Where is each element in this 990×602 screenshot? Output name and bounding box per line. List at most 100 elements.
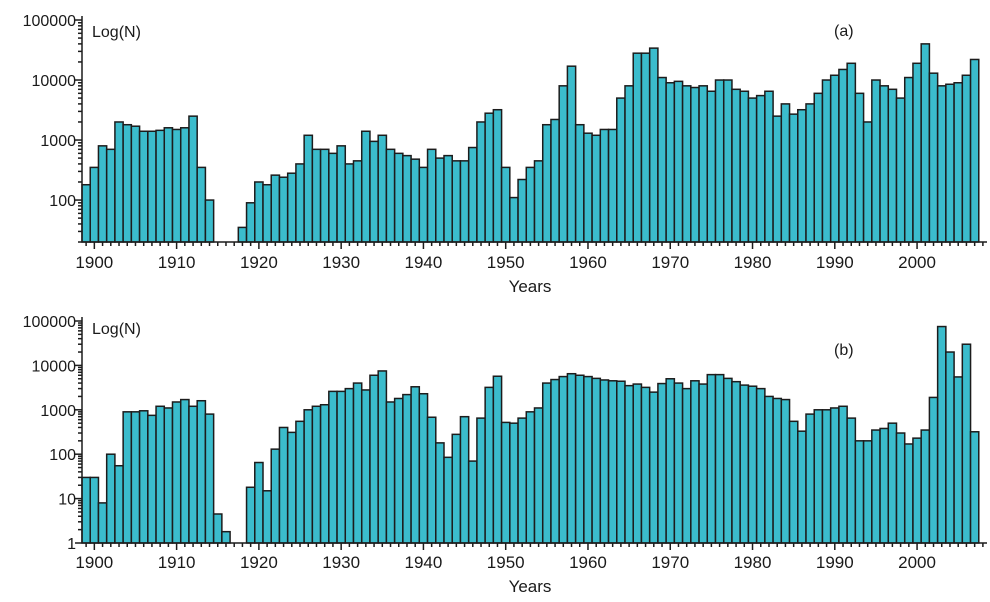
chart-b-bar-1948 bbox=[484, 386, 495, 544]
chart-a-bar-1958 bbox=[566, 65, 577, 243]
chart-b-bar-1943 bbox=[443, 456, 453, 544]
chart-a-bar-1911 bbox=[179, 127, 190, 243]
chart-a-bar-1929 bbox=[328, 152, 338, 243]
chart-a-x-tick-label: 2000 bbox=[898, 253, 936, 272]
chart-b-bar-1926 bbox=[303, 409, 314, 544]
chart-b-bar-1991 bbox=[838, 405, 848, 544]
chart-b-bar-1981 bbox=[755, 387, 766, 544]
chart-a-bar-1968 bbox=[648, 47, 659, 243]
chart-a-bar-1972 bbox=[681, 85, 692, 243]
chart-a-bar-1926 bbox=[303, 134, 314, 243]
chart-a-bar-1941 bbox=[426, 148, 437, 243]
chart-b-bar-1949 bbox=[492, 375, 503, 544]
chart-a-bar-1939 bbox=[410, 158, 421, 243]
chart-b-x-tick-label: 1900 bbox=[75, 553, 113, 572]
chart-b-bar-1920 bbox=[254, 461, 264, 544]
chart-b-bar-1985 bbox=[788, 420, 799, 544]
chart-a-bar-1971 bbox=[673, 80, 684, 243]
chart-a-bar-1940 bbox=[418, 166, 429, 243]
chart-a-bar-1921 bbox=[262, 183, 272, 243]
chart-b-bar-1927 bbox=[311, 405, 322, 544]
chart-a-bar-1945 bbox=[459, 160, 470, 243]
chart-b-bar-1907 bbox=[147, 414, 157, 544]
chart-b-bar-1908 bbox=[155, 405, 166, 544]
chart-b-ylabel: Log(N) bbox=[92, 321, 141, 338]
chart-a-x-tick-label: 1920 bbox=[240, 253, 278, 272]
chart-a-bar-2007 bbox=[969, 58, 980, 243]
chart-b-y-tick-label: 10 bbox=[58, 492, 76, 509]
chart-b-bar-1945 bbox=[459, 415, 470, 544]
chart-b-bar-1964 bbox=[616, 380, 626, 544]
chart-a-x-tick-label: 1910 bbox=[158, 253, 196, 272]
chart-b-bar-1951 bbox=[509, 422, 519, 544]
chart-a-bar-1959 bbox=[574, 123, 585, 243]
chart-a-x-tick-label: 1940 bbox=[405, 253, 443, 272]
chart-panel-a: 100 1000 10000 100000 1900 1910 1920 1930 1940 19… bbox=[0, 0, 990, 298]
chart-a-bar-1953 bbox=[525, 166, 536, 243]
chart-b-bar-1938 bbox=[402, 393, 412, 544]
chart-b-bar-1995 bbox=[871, 429, 881, 544]
chart-a-bar-1973 bbox=[690, 86, 700, 243]
chart-b-bar-1950 bbox=[500, 421, 511, 544]
chart-a-bar-1914 bbox=[204, 199, 215, 243]
chart-a-bar-1992 bbox=[846, 62, 857, 243]
chart-a-bar-2004 bbox=[945, 83, 955, 243]
chart-a-bar-1947 bbox=[476, 121, 486, 243]
chart-a-svg: 100 1000 10000 100000 1900 1910 1920 1930 1940 19… bbox=[23, 13, 987, 296]
chart-b-bar-1976 bbox=[714, 373, 725, 544]
chart-a-bar-1999 bbox=[903, 76, 914, 243]
chart-b-bar-1983 bbox=[772, 397, 783, 544]
chart-b-axes: 1 10 100 1000 10000 100000 1900 1910 1920 1930 194… bbox=[23, 314, 987, 572]
chart-a-y-tick-label: 100 bbox=[49, 193, 76, 210]
chart-b-bar-1971 bbox=[673, 382, 684, 544]
chart-b-bar-1923 bbox=[278, 426, 289, 544]
chart-a-bar-2002 bbox=[928, 72, 939, 243]
chart-a-bar-1962 bbox=[599, 128, 610, 243]
chart-a-bar-1965 bbox=[624, 85, 634, 243]
chart-b-bar-1906 bbox=[138, 410, 149, 544]
chart-b-bar-1939 bbox=[410, 386, 421, 544]
chart-a-bar-1949 bbox=[492, 108, 503, 243]
chart-b-bar-1930 bbox=[336, 390, 347, 544]
chart-b-bar-1942 bbox=[435, 442, 445, 544]
chart-a-bar-1997 bbox=[887, 88, 898, 243]
chart-b-bar-1990 bbox=[829, 407, 840, 544]
chart-a-bar-1957 bbox=[558, 85, 569, 243]
chart-a-bar-1901 bbox=[97, 145, 108, 243]
chart-a-bar-1936 bbox=[385, 148, 396, 243]
chart-b-x-tick-label: 1920 bbox=[240, 553, 278, 572]
chart-a-x-tick-label: 1990 bbox=[816, 253, 854, 272]
chart-b-bar-1999 bbox=[903, 443, 914, 544]
chart-a-bar-1900 bbox=[89, 166, 100, 243]
chart-a-xlabel: Years bbox=[509, 277, 552, 296]
chart-a-bar-1970 bbox=[665, 82, 676, 243]
chart-a-bar-1899 bbox=[81, 183, 91, 243]
chart-a-bar-2001 bbox=[920, 43, 931, 243]
chart-b-bar-1962 bbox=[599, 379, 610, 544]
chart-b-x-tick-label: 1990 bbox=[816, 553, 854, 572]
chart-b-bar-1915 bbox=[212, 513, 223, 544]
chart-b-bar-1931 bbox=[344, 387, 355, 544]
chart-b-bar-1909 bbox=[163, 407, 174, 544]
chart-b-bar-2000 bbox=[912, 437, 922, 544]
chart-a-bar-1988 bbox=[813, 92, 824, 243]
chart-a-bar-1961 bbox=[591, 134, 602, 243]
chart-b-y-tick-label: 10000 bbox=[32, 358, 77, 375]
chart-a-bar-1951 bbox=[509, 196, 519, 243]
chart-panel-b: 1 10 100 1000 10000 100000 1900 1910 1920 1930 194… bbox=[0, 299, 990, 597]
chart-b-y-tick-label: 100000 bbox=[23, 314, 76, 331]
chart-a-bar-1998 bbox=[895, 97, 906, 243]
chart-a-bar-1986 bbox=[797, 108, 807, 243]
chart-b-bar-1944 bbox=[451, 433, 462, 544]
chart-b-bar-1988 bbox=[813, 409, 824, 544]
chart-b-bar-1940 bbox=[418, 392, 429, 544]
chart-b-bar-1921 bbox=[262, 490, 272, 544]
chart-b-bar-1955 bbox=[541, 382, 552, 544]
chart-a-bar-1952 bbox=[517, 178, 528, 243]
chart-a-bar-1948 bbox=[484, 112, 495, 243]
chart-b-panel-label: (b) bbox=[834, 342, 854, 359]
chart-a-bar-1993 bbox=[854, 92, 865, 243]
chart-a-bar-1984 bbox=[780, 103, 791, 243]
chart-a-bar-1981 bbox=[755, 94, 766, 243]
chart-a-bar-1964 bbox=[616, 97, 626, 243]
